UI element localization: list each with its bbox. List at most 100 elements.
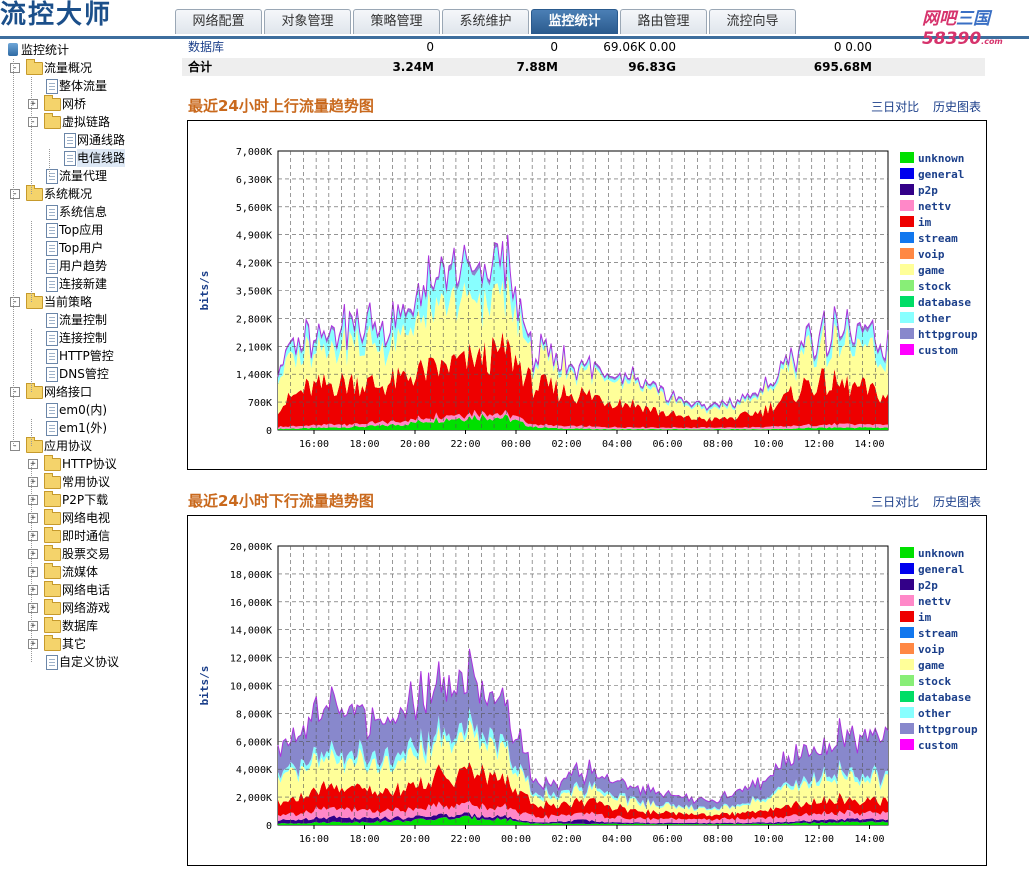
sidebar-item[interactable]: + 数据库 <box>0 617 170 635</box>
sidebar-item[interactable]: - 虚拟链路 <box>0 113 170 131</box>
sidebar-item[interactable]: 用户趋势 <box>0 257 170 275</box>
sidebar-item[interactable]: em1(外) <box>0 419 170 437</box>
tab-4[interactable]: 监控统计 <box>531 9 618 34</box>
sidebar-item[interactable]: + HTTP协议 <box>0 455 170 473</box>
sidebar-item[interactable]: + 其它 <box>0 635 170 653</box>
tab-6[interactable]: 流控向导 <box>709 9 796 34</box>
sidebar-item[interactable]: + 网络电话 <box>0 581 170 599</box>
collapse-icon[interactable]: - <box>10 441 20 451</box>
expand-icon[interactable]: + <box>28 531 38 541</box>
tab-1[interactable]: 对象管理 <box>264 9 351 34</box>
upload-chart-title: 最近24小时上行流量趋势图 <box>188 97 374 115</box>
sidebar-item[interactable]: + 网桥 <box>0 95 170 113</box>
sidebar-item-label: 网络接口 <box>44 385 93 399</box>
sidebar-item[interactable]: 流量控制 <box>0 311 170 329</box>
expand-icon[interactable]: + <box>28 639 38 649</box>
sidebar-item[interactable]: 电信线路 <box>0 149 170 167</box>
sidebar-item[interactable]: - 流量概况 <box>0 59 170 77</box>
collapse-icon[interactable]: - <box>10 63 20 73</box>
expand-icon[interactable]: + <box>28 477 38 487</box>
expand-icon[interactable]: + <box>28 99 38 109</box>
collapse-icon[interactable]: - <box>28 117 38 127</box>
expand-icon[interactable]: + <box>28 495 38 505</box>
site-watermark: 网吧三国 58390.com <box>922 4 1003 49</box>
sidebar-item-label: 常用协议 <box>62 475 111 489</box>
tab-0[interactable]: 网络配置 <box>175 9 262 34</box>
sidebar-item[interactable]: - 应用协议 <box>0 437 170 455</box>
y-tick-label: 0 <box>266 821 272 832</box>
summary-cell-name[interactable]: 数据库 <box>188 40 225 54</box>
sidebar-item[interactable]: + 网络电视 <box>0 509 170 527</box>
upload-chart: 0 700K 1,400K 2,100K 2,800K 3,500K 4,200K 4,900… <box>187 120 987 470</box>
sidebar-item-label: Top用户 <box>59 241 104 255</box>
y-tick-label: 5,600K <box>236 203 272 214</box>
sidebar-item[interactable]: + 流媒体 <box>0 563 170 581</box>
sidebar-item[interactable]: 自定义协议 <box>0 653 170 671</box>
y-tick-label: 1,400K <box>236 370 272 381</box>
folder-icon <box>44 635 61 651</box>
legend-swatch-general <box>900 168 914 179</box>
tab-2[interactable]: 策略管理 <box>353 9 440 34</box>
legend-label-database: database <box>918 691 971 704</box>
x-tick-label: 22:00 <box>450 834 480 845</box>
sidebar-item[interactable]: - 系统概况 <box>0 185 170 203</box>
expand-icon[interactable]: + <box>28 549 38 559</box>
sidebar-item[interactable]: 系统信息 <box>0 203 170 221</box>
upload-3day-link[interactable]: 三日对比 <box>871 100 920 114</box>
sidebar-item[interactable]: 监控统计 <box>0 41 170 59</box>
document-icon <box>46 241 58 256</box>
folder-icon <box>26 185 43 201</box>
expand-icon[interactable]: + <box>28 513 38 523</box>
tab-3[interactable]: 系统维护 <box>442 9 529 34</box>
expand-icon[interactable]: + <box>28 459 38 469</box>
collapse-icon[interactable]: - <box>10 297 20 307</box>
collapse-icon[interactable]: - <box>10 387 20 397</box>
legend-label-other: other <box>918 707 951 720</box>
sidebar-item[interactable]: HTTP管控 <box>0 347 170 365</box>
tab-5[interactable]: 路由管理 <box>620 9 707 34</box>
sidebar-item[interactable]: 连接新建 <box>0 275 170 293</box>
sidebar-item-label: 连接控制 <box>59 331 108 345</box>
sidebar-item-label: 系统概况 <box>44 187 93 201</box>
legend-swatch-stream <box>900 232 914 243</box>
document-icon <box>46 169 58 184</box>
sidebar-item[interactable]: + 即时通信 <box>0 527 170 545</box>
sidebar-item-label: em1(外) <box>59 421 108 435</box>
download-3day-link[interactable]: 三日对比 <box>871 495 920 509</box>
sidebar-item[interactable]: 流量代理 <box>0 167 170 185</box>
x-tick-label: 14:00 <box>854 834 884 845</box>
sidebar-item[interactable]: + 股票交易 <box>0 545 170 563</box>
legend-label-other: other <box>918 312 951 325</box>
sidebar-item[interactable]: Top应用 <box>0 221 170 239</box>
expand-icon[interactable]: + <box>28 621 38 631</box>
folder-icon <box>26 437 43 453</box>
tree-line <box>31 221 32 302</box>
sidebar-item[interactable]: 网通线路 <box>0 131 170 149</box>
document-icon <box>46 403 58 418</box>
collapse-icon[interactable]: - <box>10 189 20 199</box>
sidebar-item[interactable]: em0(内) <box>0 401 170 419</box>
sidebar-item[interactable]: DNS管控 <box>0 365 170 383</box>
legend-label-game: game <box>918 659 945 672</box>
expand-icon[interactable]: + <box>28 567 38 577</box>
sidebar-item[interactable]: - 当前策略 <box>0 293 170 311</box>
sidebar-item[interactable]: + 网络游戏 <box>0 599 170 617</box>
sidebar-item[interactable]: - 网络接口 <box>0 383 170 401</box>
legend-swatch-im <box>900 611 914 622</box>
sidebar-item[interactable]: 连接控制 <box>0 329 170 347</box>
legend-label-database: database <box>918 296 971 309</box>
sidebar-item-label: 网络电话 <box>62 583 111 597</box>
sidebar-item[interactable]: Top用户 <box>0 239 170 257</box>
summary-total-cell: 96.83G <box>628 60 676 74</box>
legend-label-stock: stock <box>918 675 951 688</box>
download-history-link[interactable]: 历史图表 <box>932 495 981 509</box>
sidebar-item[interactable]: + 常用协议 <box>0 473 170 491</box>
upload-history-link[interactable]: 历史图表 <box>932 100 981 114</box>
expand-icon[interactable]: + <box>28 603 38 613</box>
expand-icon[interactable]: + <box>28 585 38 595</box>
x-tick-label: 02:00 <box>551 439 581 450</box>
sidebar-item[interactable]: 整体流量 <box>0 77 170 95</box>
legend-swatch-stock <box>900 280 914 291</box>
y-tick-label: 6,000K <box>236 737 272 748</box>
sidebar-item[interactable]: + P2P下载 <box>0 491 170 509</box>
